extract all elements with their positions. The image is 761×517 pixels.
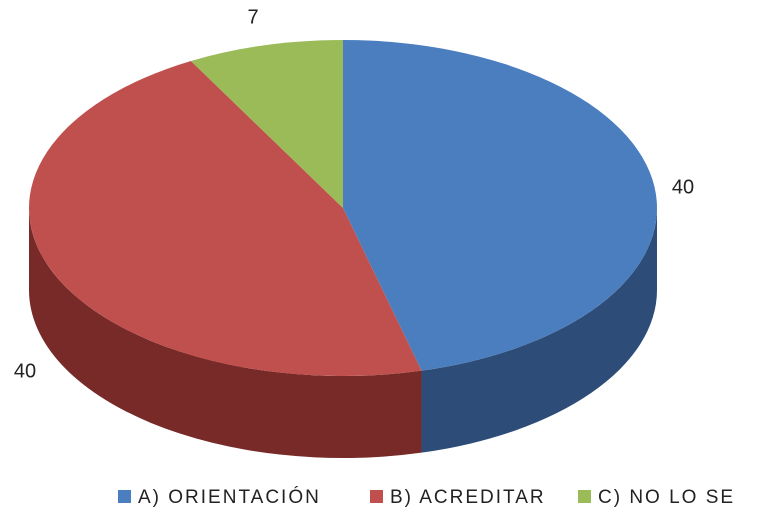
legend-label: C) NO LO SE — [598, 487, 735, 508]
data-label: 40 — [672, 176, 694, 198]
legend-label: B) ACREDITAR — [390, 487, 546, 508]
legend-swatch — [370, 490, 383, 503]
data-label: 40 — [14, 360, 36, 382]
legend-swatch — [118, 490, 131, 503]
legend-swatch — [578, 490, 591, 503]
pie-slice — [28, 61, 422, 377]
pie-side — [421, 208, 657, 453]
data-label: 7 — [247, 6, 258, 28]
pie-slice — [343, 40, 658, 371]
pie-side — [29, 208, 422, 459]
legend-label: A) ORIENTACIÓN — [138, 486, 321, 508]
pie-slice — [190, 40, 343, 208]
